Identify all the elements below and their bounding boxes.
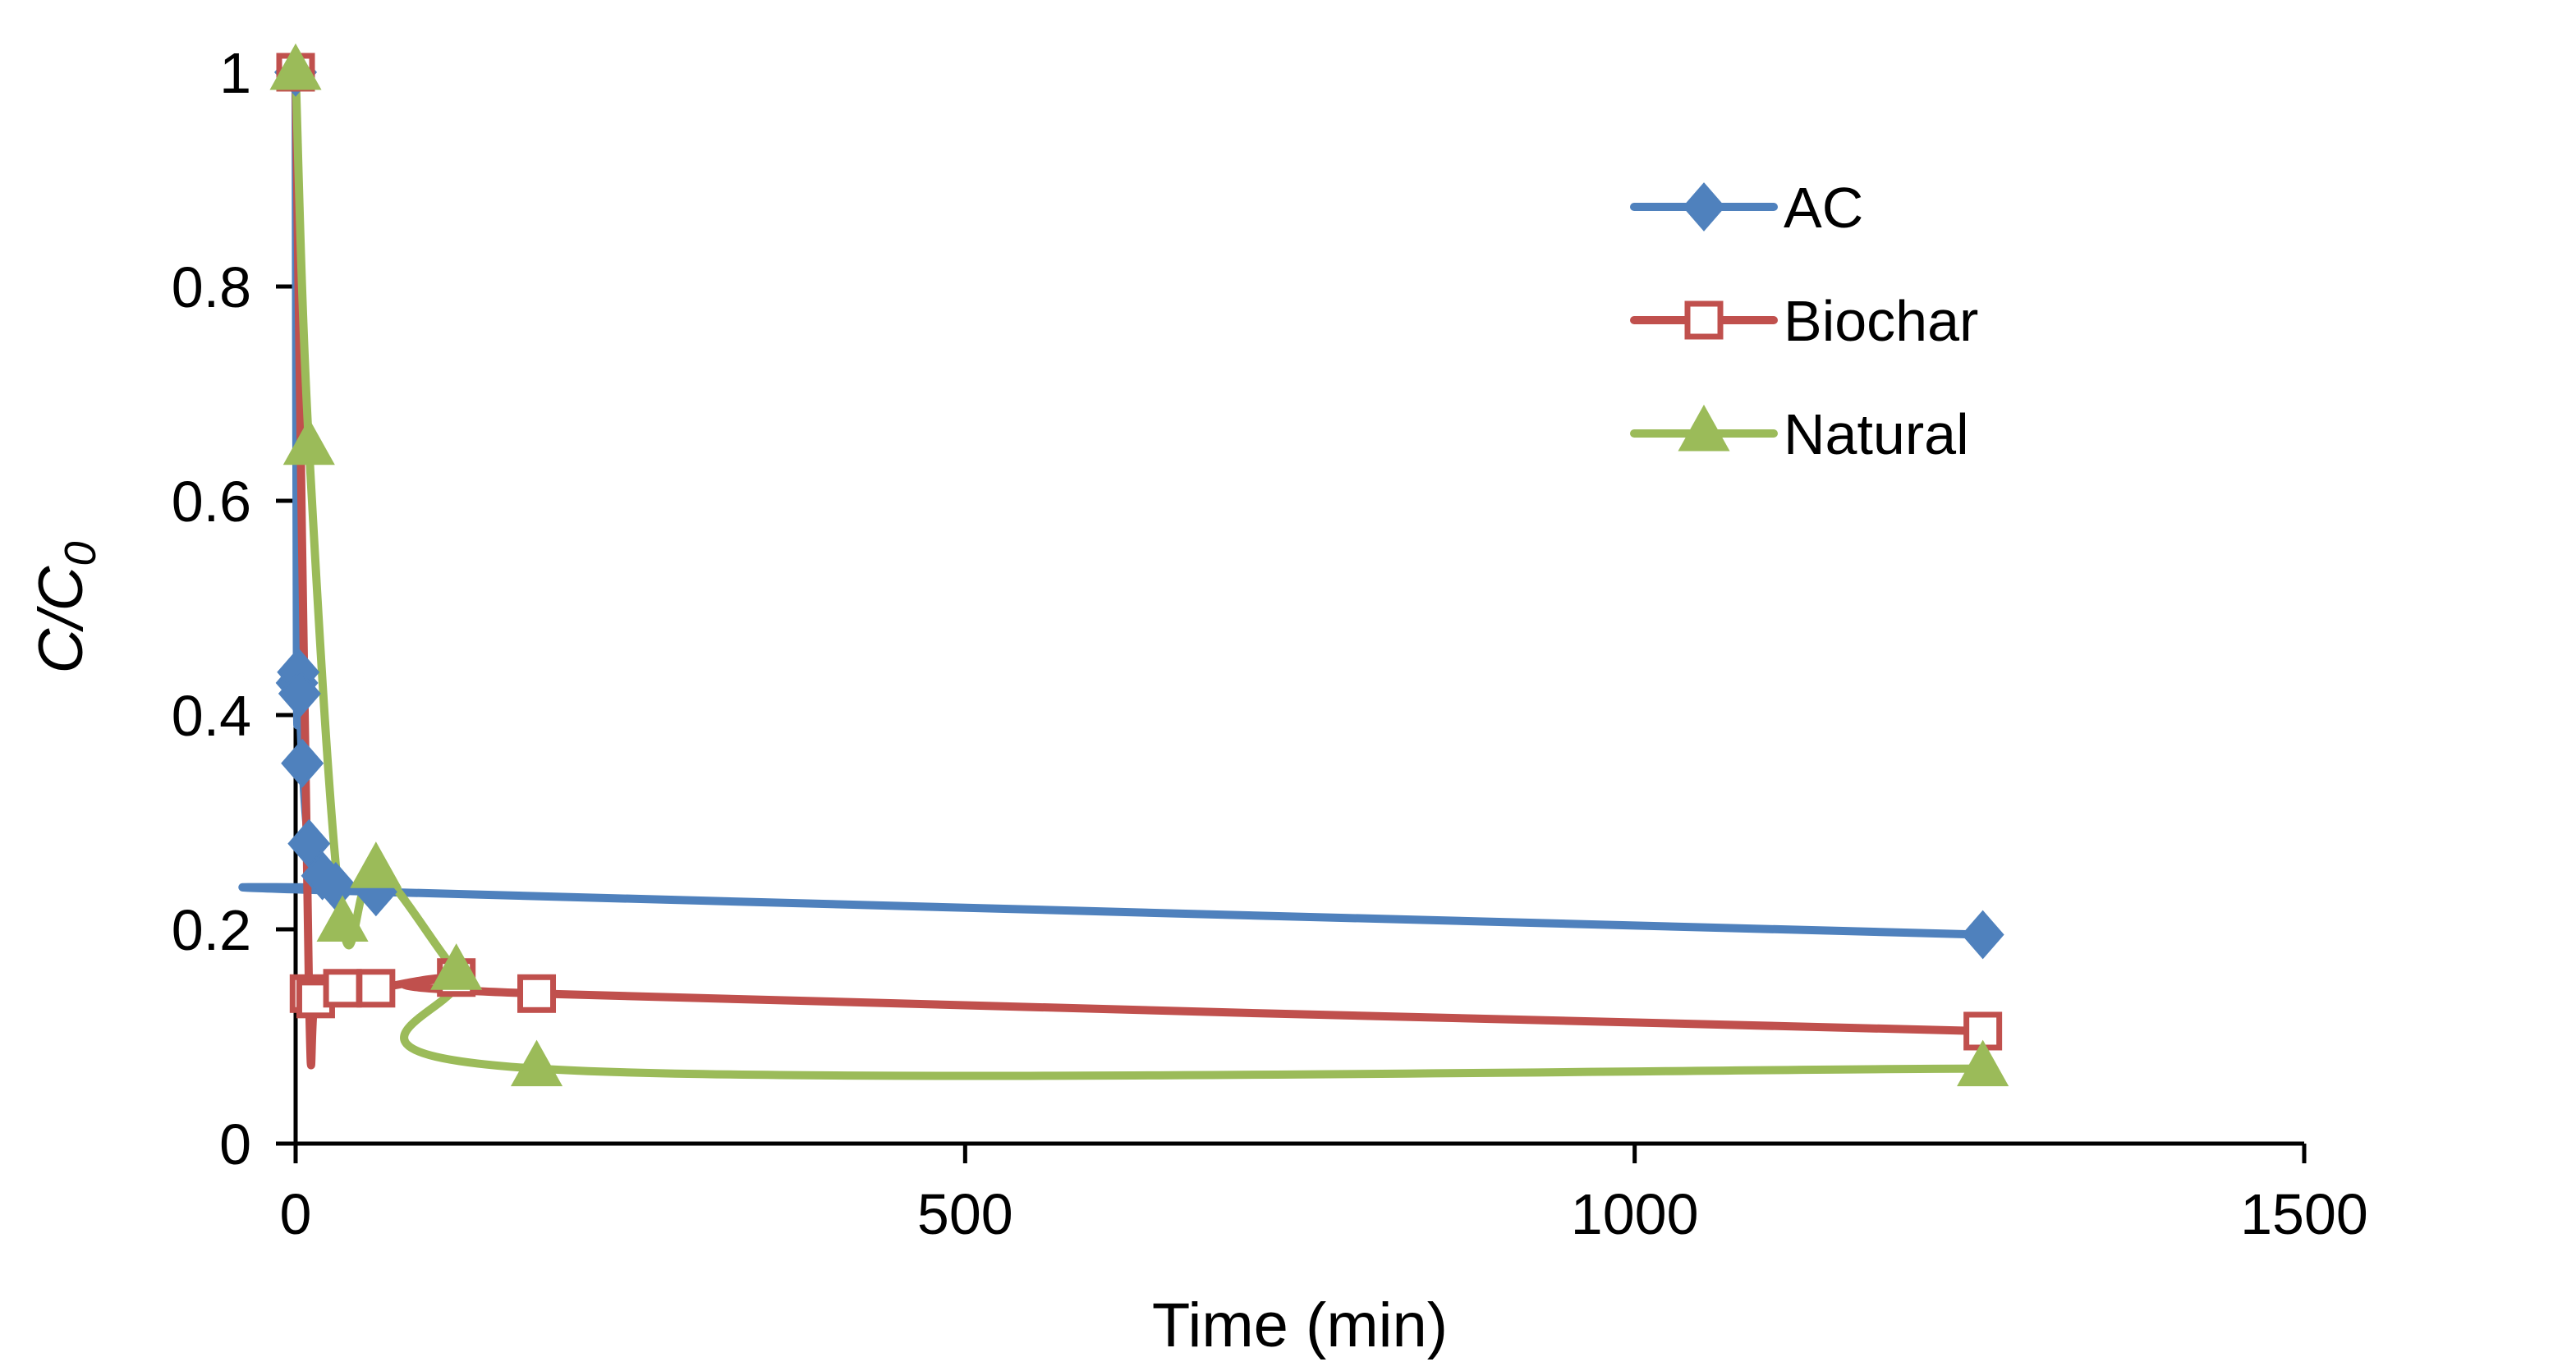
data-point-natural bbox=[1957, 1039, 2009, 1087]
legend: AC Biochar Natural bbox=[1630, 176, 1978, 466]
x-tick-label: 1500 bbox=[2240, 1182, 2368, 1246]
x-tick-label: 0 bbox=[280, 1182, 312, 1246]
data-point-ac bbox=[278, 669, 321, 718]
data-point-ac bbox=[281, 738, 324, 788]
legend-marker-natural bbox=[1678, 404, 1730, 452]
legend-label-biochar: Biochar bbox=[1784, 289, 1978, 353]
data-point-biochar bbox=[356, 969, 396, 1008]
data-point-natural bbox=[350, 841, 402, 888]
data-point-natural bbox=[510, 1039, 563, 1087]
data-point-natural bbox=[316, 895, 369, 942]
series-line-natural bbox=[292, 68, 1987, 1080]
y-axis-title-subscript: 0 bbox=[56, 542, 105, 566]
y-tick-label: 0.6 bbox=[172, 470, 251, 534]
series-line-ac bbox=[238, 68, 1987, 939]
legend-marker-ac bbox=[1683, 182, 1725, 232]
y-tick-label: 0 bbox=[219, 1112, 251, 1176]
y-tick-label: 0.8 bbox=[172, 255, 251, 319]
markers-layer bbox=[269, 43, 2009, 1087]
data-point-natural bbox=[430, 943, 483, 990]
axes bbox=[293, 72, 2304, 1146]
data-point-biochar bbox=[517, 974, 557, 1013]
y-tick-label: 0.4 bbox=[172, 684, 251, 748]
legend-label-natural: Natural bbox=[1784, 402, 1969, 466]
y-tick-label: 0.2 bbox=[172, 898, 251, 962]
y-axis-title-main: C/C bbox=[26, 565, 96, 673]
data-point-natural bbox=[269, 43, 322, 90]
series-layer bbox=[238, 68, 1987, 1080]
ticks: 0 500 1000 1500 0 0.2 0.4 0.6 0.8 1 bbox=[172, 41, 2368, 1246]
y-axis-title: C/C0 bbox=[26, 542, 105, 674]
data-point-natural bbox=[282, 418, 335, 465]
data-point-biochar bbox=[323, 969, 362, 1008]
data-point-ac bbox=[287, 818, 331, 869]
x-axis-title: Time (min) bbox=[1152, 1291, 1448, 1360]
x-tick-label: 1000 bbox=[1571, 1182, 1699, 1246]
legend-label-ac: AC bbox=[1784, 176, 1863, 240]
x-tick-label: 500 bbox=[917, 1182, 1013, 1246]
legend-marker-biochar bbox=[1684, 300, 1724, 340]
data-point-ac bbox=[1961, 910, 2004, 960]
y-tick-label: 1 bbox=[219, 41, 251, 105]
